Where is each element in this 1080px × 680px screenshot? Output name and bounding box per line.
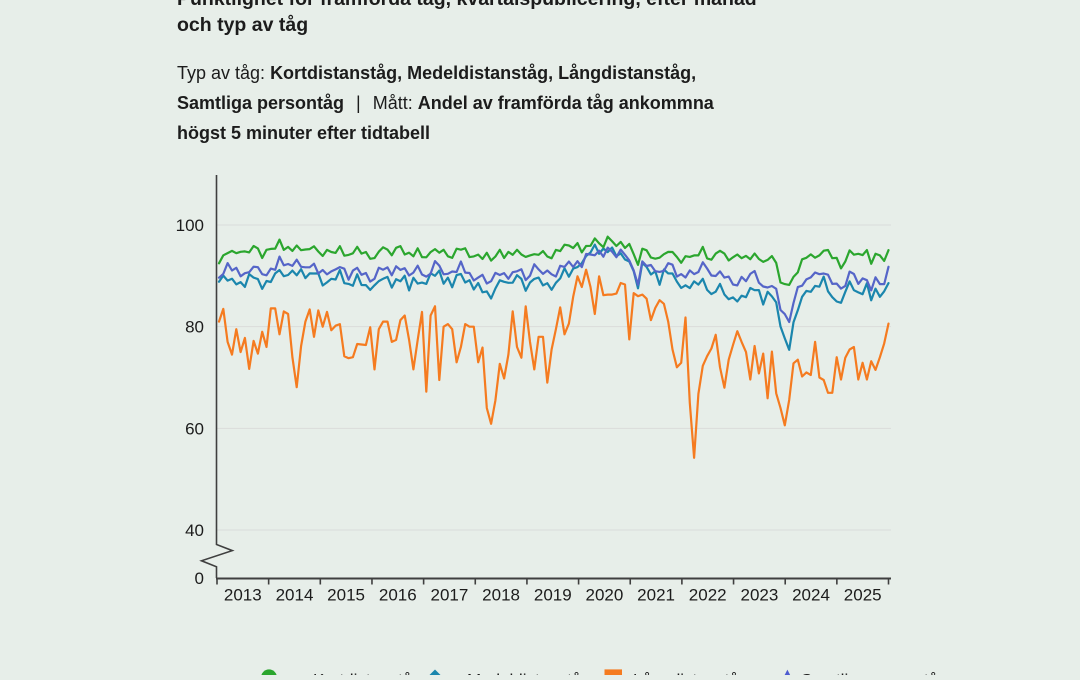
svg-text:2019: 2019	[534, 586, 572, 605]
svg-text:2023: 2023	[740, 586, 778, 605]
svg-text:40: 40	[185, 521, 204, 540]
svg-text:100: 100	[176, 216, 204, 235]
svg-text:2022: 2022	[689, 586, 727, 605]
svg-text:Medeldistanståg: Medeldistanståg	[467, 671, 591, 676]
svg-text:2018: 2018	[482, 586, 520, 605]
svg-text:60: 60	[185, 419, 204, 438]
svg-text:Kortdistanståg: Kortdistanståg	[313, 671, 422, 676]
svg-text:2021: 2021	[637, 586, 675, 605]
svg-text:Långdistanståg: Långdistanståg	[633, 671, 748, 676]
svg-text:2025: 2025	[844, 586, 882, 605]
svg-text:2015: 2015	[327, 586, 365, 605]
svg-text:2017: 2017	[430, 586, 468, 605]
svg-text:0: 0	[195, 569, 204, 588]
svg-text:Samtliga persontåg: Samtliga persontåg	[801, 671, 947, 676]
svg-text:2016: 2016	[379, 586, 417, 605]
svg-text:2013: 2013	[224, 586, 262, 605]
svg-text:2024: 2024	[792, 586, 830, 605]
svg-text:80: 80	[185, 318, 204, 337]
svg-text:2020: 2020	[585, 586, 623, 605]
svg-text:2014: 2014	[276, 586, 314, 605]
